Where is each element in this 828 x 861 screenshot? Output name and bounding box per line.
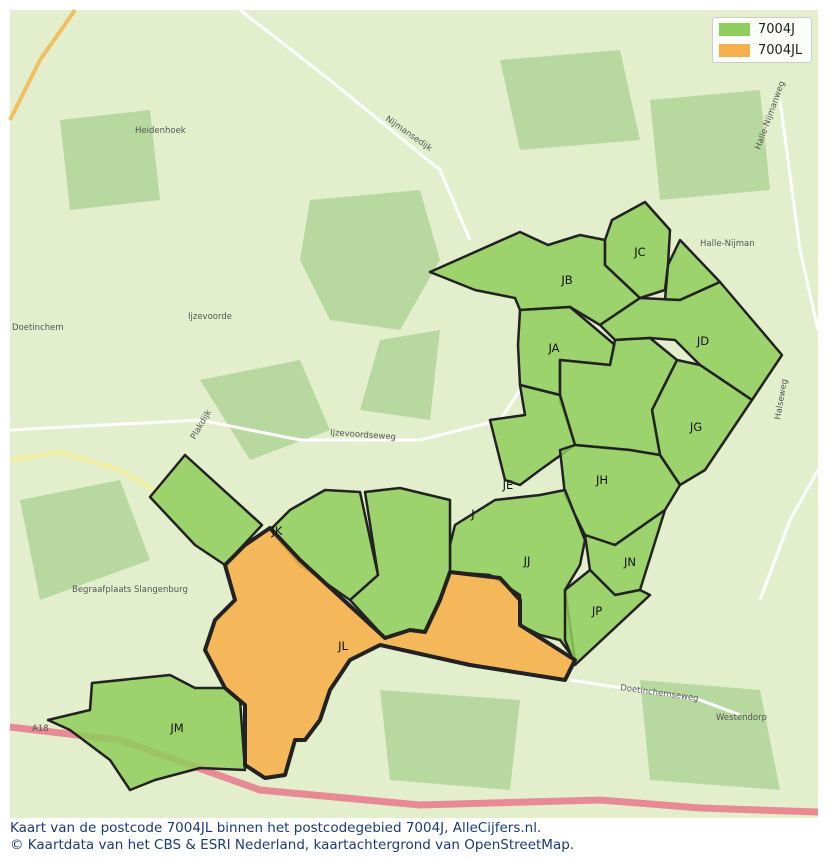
legend-label: 7004JL: [758, 42, 803, 58]
place-begraafplaats: Begraafplaats Slangenburg: [72, 585, 188, 595]
area-label-jd: JD: [696, 334, 709, 348]
place-heidenhoek: Heidenhoek: [135, 126, 186, 136]
area-label-ja: JA: [547, 341, 559, 355]
place-westendorp: Westendorp: [716, 713, 767, 723]
forest-patches: [20, 50, 780, 790]
area-label-jm: JM: [169, 721, 183, 735]
area-label-jh: JH: [595, 473, 608, 487]
road-a18-label: A18: [32, 724, 49, 734]
place-doetinchem: Doetinchem: [12, 323, 64, 333]
area-label-j: J: [470, 507, 474, 521]
area-label-jp: JP: [591, 604, 602, 618]
area-label-jk: JK: [271, 524, 283, 538]
area-je[interactable]: [488, 383, 577, 487]
area-label-jg: JG: [689, 420, 702, 434]
caption: Kaart van de postcode 7004JL binnen het …: [10, 820, 574, 854]
road-ijzevoordseweg: Ijzevoordseweg: [330, 428, 397, 443]
legend-item-7004j: 7004J: [713, 19, 811, 39]
legend: 7004J 7004JL: [712, 17, 812, 63]
area-label-jj: JJ: [523, 554, 531, 568]
area-label-je: JE: [502, 478, 514, 492]
place-halle-nijman: Halle-Nijman: [700, 239, 755, 249]
place-ijzevoorde: Ijzevoorde: [188, 312, 232, 322]
legend-swatch: [719, 22, 750, 36]
area-label-jb: JB: [560, 273, 572, 287]
caption-line-2: © Kaartdata van het CBS & ESRI Nederland…: [10, 837, 575, 853]
road-yellow: [9, 449, 172, 502]
legend-item-7004jl: 7004JL: [713, 40, 811, 60]
caption-line-1: Kaart van de postcode 7004JL binnen het …: [10, 820, 542, 836]
area-label-jc: JC: [633, 245, 645, 259]
roads: [9, 8, 820, 717]
area-jm[interactable]: [46, 673, 247, 792]
area-label-jl: JL: [337, 639, 348, 653]
area-jl[interactable]: [203, 526, 577, 780]
road-a10: [8, 8, 77, 121]
area-jp[interactable]: [563, 568, 652, 667]
area-label-jn: JN: [623, 555, 636, 569]
legend-label: 7004J: [758, 21, 795, 37]
legend-swatch: [719, 43, 750, 57]
